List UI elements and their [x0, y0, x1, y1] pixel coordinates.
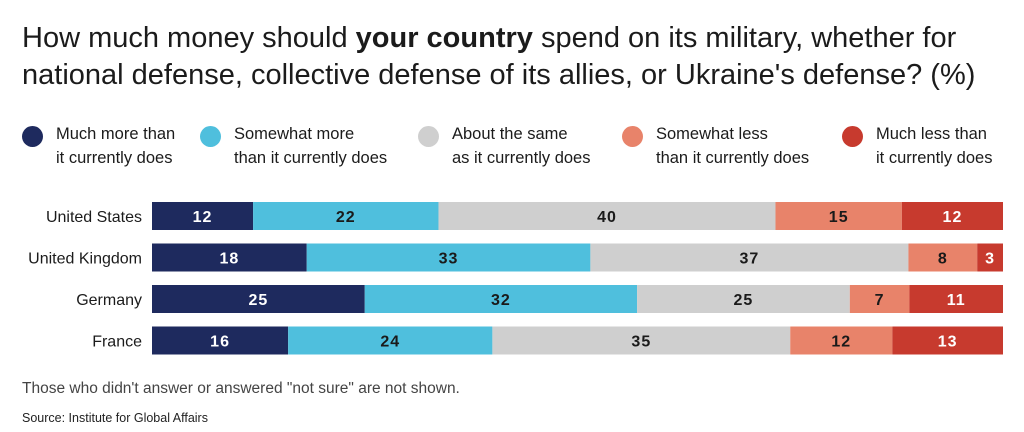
data-label-germany-series-5: 11: [947, 292, 966, 309]
legend-swatch-somewhat-less: [622, 126, 643, 147]
data-label-germany-series-1: 25: [248, 292, 268, 309]
bar-united-states-series-3: [438, 202, 776, 230]
category-label-france: France: [92, 334, 142, 351]
source-note: Source: Institute for Global Affairs: [22, 411, 208, 425]
bar-united-kingdom-series-4: [908, 243, 978, 272]
legend-swatch-much-more: [22, 126, 43, 147]
footnote: Those who didn't answer or answered "not…: [22, 380, 460, 397]
data-label-germany-series-2: 32: [491, 292, 511, 309]
legend-label-about-same: About the same as it currently does: [452, 125, 591, 167]
legend-item-somewhat-more: Somewhat more than it currently does: [200, 122, 387, 170]
bar-united-states-series-1: [152, 202, 254, 230]
bar-germany-series-5: [909, 285, 1003, 313]
bar-united-kingdom-series-1: [152, 243, 307, 272]
data-label-united-kingdom-series-2: 33: [439, 251, 459, 268]
data-label-france-series-5: 13: [938, 334, 958, 351]
category-label-germany: Germany: [76, 292, 142, 309]
bar-france-series-1: [152, 326, 289, 355]
title-emphasis: your country: [355, 22, 533, 54]
legend-item-much-less: Much less than it currently does: [842, 122, 992, 170]
chart-title: How much money should your country spend…: [22, 20, 1012, 94]
legend: Much more than it currently does Somewha…: [0, 122, 1024, 178]
data-label-united-kingdom-series-4: 8: [938, 251, 948, 268]
bar-france-series-4: [790, 326, 893, 355]
bar-united-kingdom-series-3: [590, 243, 909, 272]
category-label-united-kingdom: United Kingdom: [28, 251, 142, 268]
bar-united-kingdom-series-5: [977, 243, 1003, 272]
bar-united-states-series-4: [775, 202, 902, 230]
data-label-united-states-series-2: 22: [336, 209, 356, 226]
legend-label-somewhat-less: Somewhat less than it currently does: [656, 125, 810, 167]
bar-france-series-2: [288, 326, 493, 355]
title-post: spend on its military, whether for natio…: [22, 22, 976, 91]
data-label-united-states-series-3: 40: [597, 209, 617, 226]
data-label-united-states-series-4: 15: [829, 209, 849, 226]
legend-item-much-more: Much more than it currently does: [22, 122, 175, 170]
bar-germany-series-4: [849, 285, 910, 313]
data-label-france-series-4: 12: [831, 334, 851, 351]
title-pre: How much money should: [22, 22, 356, 54]
bar-germany-series-1: [152, 285, 365, 313]
data-label-germany-series-4: 7: [875, 292, 885, 309]
legend-item-somewhat-less: Somewhat less than it currently does: [622, 122, 809, 170]
stacked-bar-chart: United States 12 22 40 15 12 United Kingdom 18 3…: [28, 202, 1003, 355]
bar-united-states-series-5: [901, 202, 1003, 230]
legend-label-somewhat-more: Somewhat more than it currently does: [234, 125, 388, 167]
legend-label-much-more: Much more than it currently does: [56, 125, 176, 167]
legend-swatch-much-less: [842, 126, 863, 147]
legend-item-about-same: About the same as it currently does: [418, 122, 590, 170]
bar-germany-series-2: [364, 285, 638, 313]
data-label-united-kingdom-series-5: 3: [985, 251, 995, 268]
bar-united-states-series-2: [253, 202, 439, 230]
data-label-united-states-series-5: 12: [943, 209, 963, 226]
data-label-france-series-1: 16: [210, 334, 230, 351]
bar-germany-series-3: [637, 285, 850, 313]
bar-united-kingdom-series-2: [306, 243, 591, 272]
data-label-france-series-2: 24: [380, 334, 400, 351]
bar-france-series-3: [492, 326, 791, 355]
bar-france-series-5: [892, 326, 1003, 355]
legend-label-much-less: Much less than it currently does: [876, 125, 993, 167]
legend-swatch-about-same: [418, 126, 439, 147]
legend-swatch-somewhat-more: [200, 126, 221, 147]
data-label-united-states-series-1: 12: [193, 209, 213, 226]
data-label-france-series-3: 35: [631, 334, 651, 351]
data-label-united-kingdom-series-3: 37: [740, 251, 760, 268]
data-label-germany-series-3: 25: [734, 292, 754, 309]
data-label-united-kingdom-series-1: 18: [219, 251, 239, 268]
category-label-united-states: United States: [46, 209, 142, 226]
